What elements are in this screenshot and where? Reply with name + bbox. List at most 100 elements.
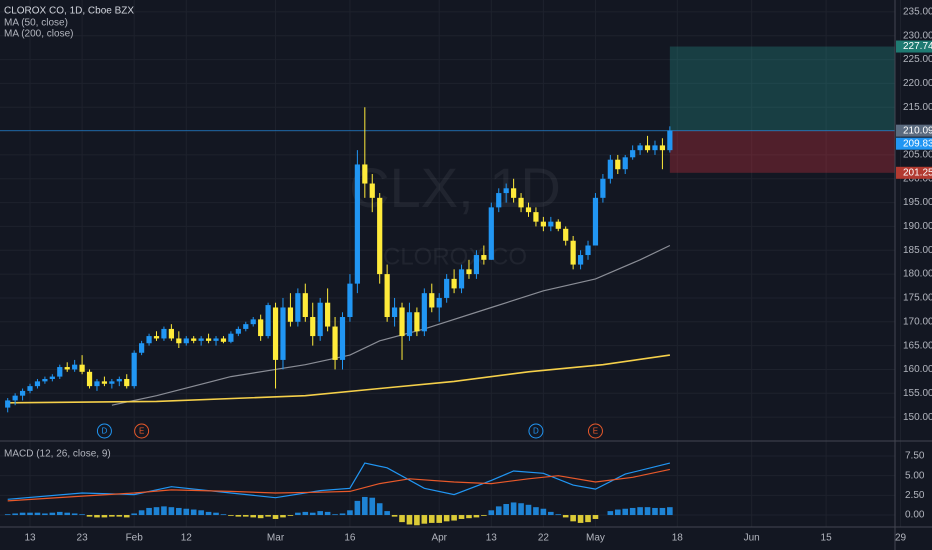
candle-body: [354, 164, 360, 284]
macd-pane: [4, 462, 673, 526]
histogram-bar: [481, 515, 487, 516]
candle-body: [496, 193, 502, 208]
x-tick-label: 13: [24, 533, 36, 544]
histogram-bar: [220, 514, 227, 516]
macd-line: [7, 462, 671, 500]
histogram-bar: [4, 514, 11, 516]
axes: 150.00155.00160.00165.00170.00175.00180.…: [24, 7, 932, 544]
candle-body: [183, 338, 189, 344]
y-tick-label: 160.00: [903, 364, 932, 375]
y-tick-label: 180.00: [903, 269, 932, 280]
candle-body: [131, 352, 137, 387]
event-marker: [134, 423, 150, 439]
y-tick-label: 2.50: [905, 490, 925, 501]
histogram-bar: [354, 500, 361, 516]
y-tick-label: 185.00: [903, 245, 932, 256]
candle-body: [5, 400, 11, 408]
x-tick-label: 13: [486, 533, 498, 544]
histogram-bar: [362, 496, 368, 516]
y-tick-label: 195.00: [903, 197, 932, 208]
candle-body: [622, 157, 628, 170]
candle-body: [444, 278, 450, 298]
ma-line: [7, 354, 671, 404]
price-badge: [896, 124, 932, 137]
candle-body: [458, 269, 465, 289]
y-tick-label: 225.00: [903, 54, 932, 65]
histogram-bar: [280, 515, 286, 518]
histogram-bar: [443, 515, 450, 522]
histogram-bar: [49, 512, 56, 516]
candle-body: [161, 328, 167, 339]
histogram-bar: [332, 514, 338, 516]
candle-body: [12, 395, 18, 401]
histogram-bar: [406, 515, 413, 525]
histogram-bar: [34, 512, 41, 516]
macd-line: [7, 468, 671, 502]
histogram-bar: [451, 515, 457, 521]
histogram-bar: [317, 511, 323, 516]
watermark-subtitle: CLOROX CO: [383, 243, 527, 270]
candle-body: [555, 221, 561, 229]
histogram-bar: [562, 515, 569, 518]
histogram-bar: [667, 507, 673, 516]
y-tick-label: 235.00: [903, 7, 932, 18]
candle-body: [325, 302, 331, 327]
y-tick-label: 190.00: [903, 221, 932, 232]
candle-body: [79, 364, 85, 372]
price-badge-label: 201.25: [903, 167, 932, 178]
candle-body: [124, 378, 130, 387]
y-tick-label: 230.00: [903, 30, 932, 41]
candle-body: [577, 255, 584, 265]
candle-body: [406, 312, 413, 337]
candle-body: [369, 183, 375, 198]
histogram-bar: [257, 515, 264, 519]
histogram-bar: [473, 515, 480, 518]
histogram-bar: [86, 515, 93, 517]
candle-body: [235, 328, 241, 334]
histogram-bar: [510, 502, 517, 516]
histogram-bar: [198, 510, 204, 516]
candle-body: [592, 197, 599, 246]
histogram-bar: [123, 515, 130, 518]
candle-body: [473, 255, 480, 275]
histogram-bar: [570, 515, 576, 522]
candle-body: [377, 197, 383, 275]
histogram-bar: [146, 507, 152, 516]
histogram-bar: [19, 512, 26, 516]
histogram-bar: [421, 515, 428, 524]
histogram-bar: [629, 507, 636, 516]
candle-body: [57, 367, 63, 377]
candle-body: [585, 245, 591, 256]
histogram-bar: [540, 508, 547, 516]
candle-body: [176, 338, 182, 344]
price-badge-label: 210.09: [903, 125, 932, 136]
event-label: D: [533, 427, 539, 436]
candle-body: [570, 240, 576, 265]
candle-body: [243, 324, 249, 329]
histogram-bar: [659, 507, 666, 516]
macd-title: MACD (12, 26, close, 9): [4, 449, 111, 460]
candle-body: [384, 274, 390, 318]
y-tick-label: 5.00: [905, 470, 925, 481]
candle-body: [540, 221, 546, 227]
histogram-bar: [228, 515, 234, 516]
candle-body: [414, 312, 420, 332]
histogram-bar: [577, 515, 584, 523]
histogram-bar: [436, 515, 443, 523]
candle-body: [659, 145, 666, 151]
histogram-bar: [64, 512, 71, 516]
candle-body: [630, 150, 636, 158]
histogram-bar: [168, 507, 175, 516]
candle-body: [563, 228, 569, 241]
histogram-bar: [309, 512, 316, 516]
histogram-bar: [503, 504, 509, 516]
histogram-bar: [652, 507, 658, 516]
event-marker: [528, 423, 544, 439]
histogram-bar: [466, 515, 472, 519]
y-tick-label: 200.00: [903, 173, 932, 184]
x-tick-label: 22: [538, 533, 550, 544]
histogram-bar: [614, 509, 621, 516]
y-tick-label: 150.00: [903, 412, 932, 423]
histogram-bar: [295, 512, 301, 516]
